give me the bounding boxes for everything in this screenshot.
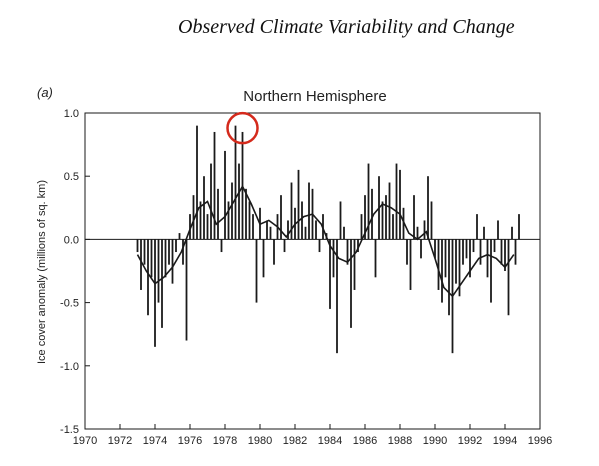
annotations: [226, 111, 259, 145]
highlight-circle: [226, 111, 259, 145]
x-tick-label: 1982: [283, 435, 307, 447]
y-tick-label: 0.0: [64, 234, 79, 246]
x-tick-label: 1980: [248, 435, 272, 447]
panel-label: (a): [37, 85, 53, 100]
running-head: Observed Climate Variability and Change: [178, 16, 515, 38]
x-tick-label: 1990: [423, 435, 447, 447]
x-tick-label: 1994: [493, 435, 517, 447]
smoothed-trend-line: [136, 184, 515, 298]
x-tick-label: 1970: [73, 435, 97, 447]
x-tick-label: 1984: [318, 435, 342, 447]
y-tick-label: -1.0: [60, 361, 79, 373]
y-tick-label: -0.5: [60, 298, 79, 310]
x-tick-label: 1988: [388, 435, 412, 447]
y-axis-label: Ice cover anomaly (millions of sq. km): [36, 180, 48, 364]
x-tick-label: 1986: [353, 435, 377, 447]
x-tick-label: 1974: [143, 435, 167, 447]
chart-title: Northern Hemisphere: [243, 88, 386, 105]
x-tick-label: 1976: [178, 435, 202, 447]
x-tick-label: 1972: [108, 435, 132, 447]
x-tick-label: 1978: [213, 435, 237, 447]
axis-ticks: 1970 1972 1974 1976 1978 1980 1982 1984 1986 1988…: [60, 108, 552, 447]
y-tick-label: 1.0: [64, 108, 79, 120]
x-tick-label: 1996: [528, 435, 552, 447]
y-tick-label: -1.5: [60, 424, 79, 436]
y-tick-label: 0.5: [64, 171, 79, 183]
x-tick-label: 1992: [458, 435, 482, 447]
plot-frame: [84, 112, 541, 430]
